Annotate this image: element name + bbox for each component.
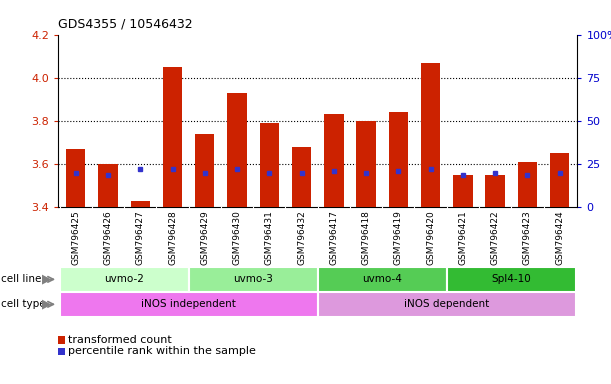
Text: iNOS independent: iNOS independent bbox=[141, 299, 236, 310]
Bar bbox=[324, 114, 343, 207]
Bar bbox=[518, 162, 537, 207]
Bar bbox=[60, 292, 318, 317]
Text: GSM796426: GSM796426 bbox=[103, 210, 112, 265]
Text: GSM796427: GSM796427 bbox=[136, 210, 145, 265]
Text: GSM796423: GSM796423 bbox=[523, 210, 532, 265]
Text: GSM796418: GSM796418 bbox=[362, 210, 371, 265]
Text: GSM796429: GSM796429 bbox=[200, 210, 210, 265]
Bar bbox=[453, 175, 472, 207]
Bar bbox=[227, 93, 247, 207]
Text: GSM796419: GSM796419 bbox=[394, 210, 403, 265]
Bar bbox=[486, 175, 505, 207]
Bar bbox=[131, 201, 150, 207]
Bar bbox=[189, 267, 318, 292]
Bar bbox=[447, 267, 576, 292]
Text: uvmo-4: uvmo-4 bbox=[362, 274, 402, 285]
Bar bbox=[318, 292, 576, 317]
Text: uvmo-3: uvmo-3 bbox=[233, 274, 273, 285]
Text: GSM796421: GSM796421 bbox=[458, 210, 467, 265]
Text: GSM796430: GSM796430 bbox=[233, 210, 241, 265]
Text: ▶: ▶ bbox=[42, 298, 52, 311]
Text: GSM796425: GSM796425 bbox=[71, 210, 80, 265]
Bar bbox=[163, 67, 182, 207]
Text: GSM796422: GSM796422 bbox=[491, 210, 500, 265]
Bar bbox=[195, 134, 214, 207]
Text: GSM796431: GSM796431 bbox=[265, 210, 274, 265]
Text: cell type: cell type bbox=[1, 299, 46, 310]
Text: percentile rank within the sample: percentile rank within the sample bbox=[68, 346, 256, 356]
Bar bbox=[98, 164, 118, 207]
Text: iNOS dependent: iNOS dependent bbox=[404, 299, 489, 310]
Text: ▶: ▶ bbox=[42, 273, 52, 286]
Text: GDS4355 / 10546432: GDS4355 / 10546432 bbox=[58, 18, 192, 31]
Text: GSM796432: GSM796432 bbox=[297, 210, 306, 265]
Bar bbox=[550, 153, 569, 207]
Text: uvmo-2: uvmo-2 bbox=[104, 274, 144, 285]
Text: GSM796428: GSM796428 bbox=[168, 210, 177, 265]
Text: Spl4-10: Spl4-10 bbox=[491, 274, 531, 285]
Bar bbox=[421, 63, 441, 207]
Text: GSM796420: GSM796420 bbox=[426, 210, 435, 265]
Bar bbox=[292, 147, 311, 207]
Bar bbox=[260, 123, 279, 207]
Text: GSM796424: GSM796424 bbox=[555, 210, 564, 265]
Bar bbox=[66, 149, 86, 207]
Bar bbox=[356, 121, 376, 207]
Bar bbox=[389, 113, 408, 207]
Bar bbox=[60, 267, 189, 292]
Text: transformed count: transformed count bbox=[68, 335, 172, 345]
Text: GSM796417: GSM796417 bbox=[329, 210, 338, 265]
Bar bbox=[318, 267, 447, 292]
Text: cell line: cell line bbox=[1, 274, 42, 285]
